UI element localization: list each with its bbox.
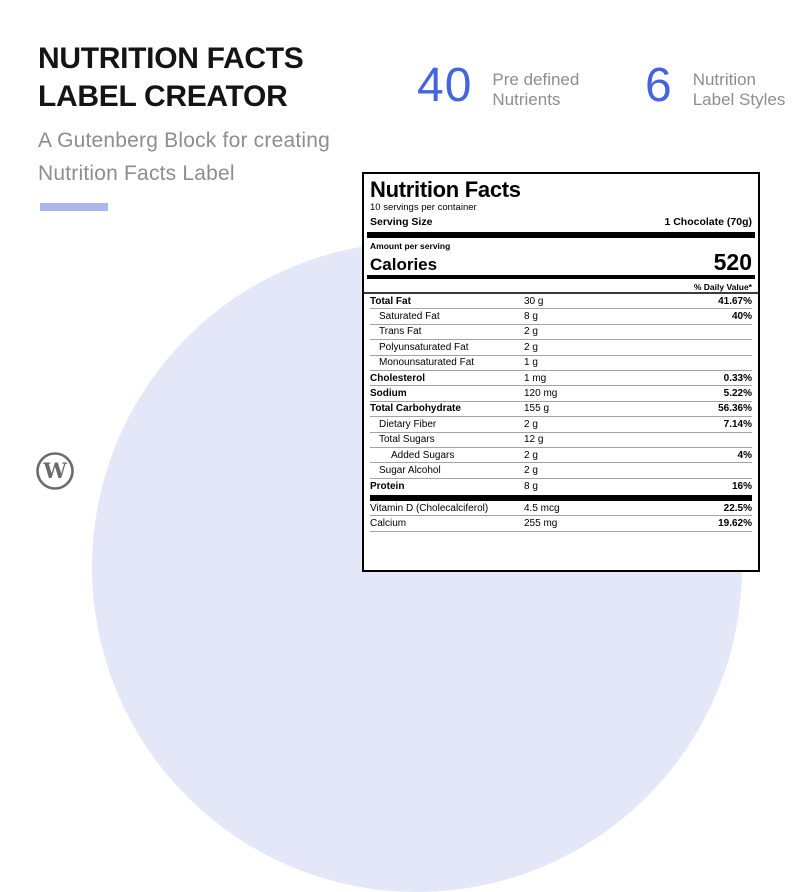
nutrient-dv: 0.33% <box>723 372 752 384</box>
nutrient-name: Trans Fat <box>379 326 422 338</box>
thick-divider <box>367 275 755 279</box>
page-title: NUTRITION FACTS LABEL CREATOR <box>38 40 330 116</box>
page-subtitle: A Gutenberg Block for creating Nutrition… <box>38 124 330 190</box>
stat-label-line2: Label Styles <box>692 89 786 109</box>
nutrient-row-polyunsaturated-fat: Polyunsaturated Fat 2 g <box>370 340 752 356</box>
serving-size-value: 1 Chocolate (70g) <box>664 215 752 228</box>
stat-predefined-nutrients: 40 Pre defined Nutrients <box>417 59 579 112</box>
stat-label: Nutrition Label Styles <box>693 70 786 109</box>
stat-label: Pre defined Nutrients <box>492 70 579 109</box>
nutrient-row-saturated-fat: Saturated Fat 8 g 40% <box>370 309 752 325</box>
nutrient-amount: 4.5 mcg <box>524 502 560 514</box>
nutrient-row-sodium: Sodium 120 mg 5.22% <box>370 386 752 402</box>
nutrient-row-vitamin-d: Vitamin D (Cholecalciferol) 4.5 mcg 22.5… <box>370 501 752 517</box>
nutrient-dv: 41.67% <box>718 295 752 307</box>
nutrient-amount: 2 g <box>524 464 538 476</box>
nutrient-amount: 255 mg <box>524 518 558 530</box>
nutrient-row-sugar-alcohol: Sugar Alcohol 2 g <box>370 463 752 479</box>
nutrient-amount: 8 g <box>524 311 538 323</box>
nutrient-dv: 4% <box>737 449 752 461</box>
nutrient-dv: 56.36% <box>718 403 752 415</box>
stat-value: 40 <box>417 59 473 112</box>
nutrient-row-trans-fat: Trans Fat 2 g <box>370 325 752 341</box>
label-title: Nutrition Facts <box>370 177 521 202</box>
nutrient-amount: 1 g <box>524 357 538 369</box>
nutrient-amount: 2 g <box>524 326 538 338</box>
calories-row: Calories 520 <box>364 250 758 275</box>
nutrient-name: Added Sugars <box>391 449 455 461</box>
nutrient-name: Cholesterol <box>370 372 426 384</box>
amount-per-serving: Amount per serving <box>370 241 451 251</box>
nutrient-dv: 22.5% <box>723 502 752 514</box>
daily-value-header: % Daily Value* <box>364 279 758 294</box>
page-subtitle-line2: Nutrition Facts Label <box>38 162 235 185</box>
nutrient-name: Dietary Fiber <box>379 418 437 430</box>
page-title-line2: LABEL CREATOR <box>38 80 288 113</box>
nutrient-dv: 5.22% <box>723 388 752 400</box>
serving-size-label: Serving Size <box>370 215 433 228</box>
page-subtitle-line1: A Gutenberg Block for creating <box>38 129 330 152</box>
wordpress-logo-icon: W <box>35 451 75 491</box>
nutrient-name: Saturated Fat <box>379 311 440 323</box>
nutrient-row-monounsaturated-fat: Monounsaturated Fat 1 g <box>370 356 752 371</box>
nutrient-row-protein: Protein 8 g 16% <box>370 479 752 494</box>
svg-text:W: W <box>42 458 67 483</box>
nutrient-amount: 2 g <box>524 449 538 461</box>
nutrition-facts-label: Nutrition Facts 10 servings per containe… <box>362 172 760 572</box>
nutrient-row-total-sugars: Total Sugars 12 g <box>370 433 752 448</box>
nutrient-dv: 19.62% <box>718 518 752 530</box>
thick-divider <box>367 232 755 238</box>
nutrient-amount: 2 g <box>524 418 538 430</box>
calories-value: 520 <box>713 249 752 276</box>
nutrient-amount: 30 g <box>524 295 544 307</box>
nutrient-name: Total Sugars <box>379 434 435 446</box>
nutrient-row-calcium: Calcium 255 mg 19.62% <box>370 516 752 532</box>
accent-underline <box>40 203 108 211</box>
nutrient-dv: 7.14% <box>723 418 752 430</box>
calories-label: Calories <box>370 255 438 274</box>
nutrient-name: Sodium <box>370 388 407 400</box>
nutrient-amount: 12 g <box>524 434 544 446</box>
nutrient-row-added-sugars: Added Sugars 2 g 4% <box>370 448 752 464</box>
stat-value: 6 <box>645 59 673 112</box>
serving-size-row: Serving Size 1 Chocolate (70g) <box>364 215 758 232</box>
stat-label-line1: Pre defined <box>492 70 580 89</box>
page-title-line1: NUTRITION FACTS <box>38 42 304 75</box>
nutrient-row-dietary-fiber: Dietary Fiber 2 g 7.14% <box>370 417 752 433</box>
nutrient-amount: 120 mg <box>524 388 558 400</box>
nutrient-table: Total Fat 30 g 41.67% Saturated Fat 8 g … <box>364 294 758 532</box>
nutrient-name: Total Fat <box>370 295 411 307</box>
nutrient-amount: 8 g <box>524 480 538 492</box>
stat-label-styles: 6 Nutrition Label Styles <box>645 59 786 112</box>
nutrient-row-total-fat: Total Fat 30 g 41.67% <box>370 294 752 310</box>
nutrient-name: Sugar Alcohol <box>379 464 441 476</box>
nutrient-amount: 1 mg <box>524 372 547 384</box>
nutrient-name: Vitamin D (Cholecalciferol) <box>370 502 489 514</box>
nutrient-dv: 16% <box>731 480 752 492</box>
nutrient-amount: 155 g <box>524 403 550 415</box>
nutrient-row-total-carbohydrate: Total Carbohydrate 155 g 56.36% <box>370 402 752 418</box>
hero-section: NUTRITION FACTS LABEL CREATOR A Gutenber… <box>38 40 330 190</box>
nutrient-name: Total Carbohydrate <box>370 403 461 415</box>
nutrient-name: Calcium <box>370 518 407 530</box>
servings-per-container: 10 servings per container <box>370 202 477 213</box>
nutrient-name: Polyunsaturated Fat <box>379 341 469 353</box>
nutrient-amount: 2 g <box>524 341 538 353</box>
stat-label-line2: Nutrients <box>492 89 561 109</box>
nutrient-name: Monounsaturated Fat <box>379 357 475 369</box>
stat-label-line1: Nutrition <box>692 70 757 89</box>
nutrient-name: Protein <box>370 480 405 492</box>
nutrient-row-cholesterol: Cholesterol 1 mg 0.33% <box>370 371 752 387</box>
nutrient-dv: 40% <box>731 311 752 323</box>
wordpress-logo-svg: W <box>36 452 74 490</box>
thick-divider <box>370 495 752 502</box>
